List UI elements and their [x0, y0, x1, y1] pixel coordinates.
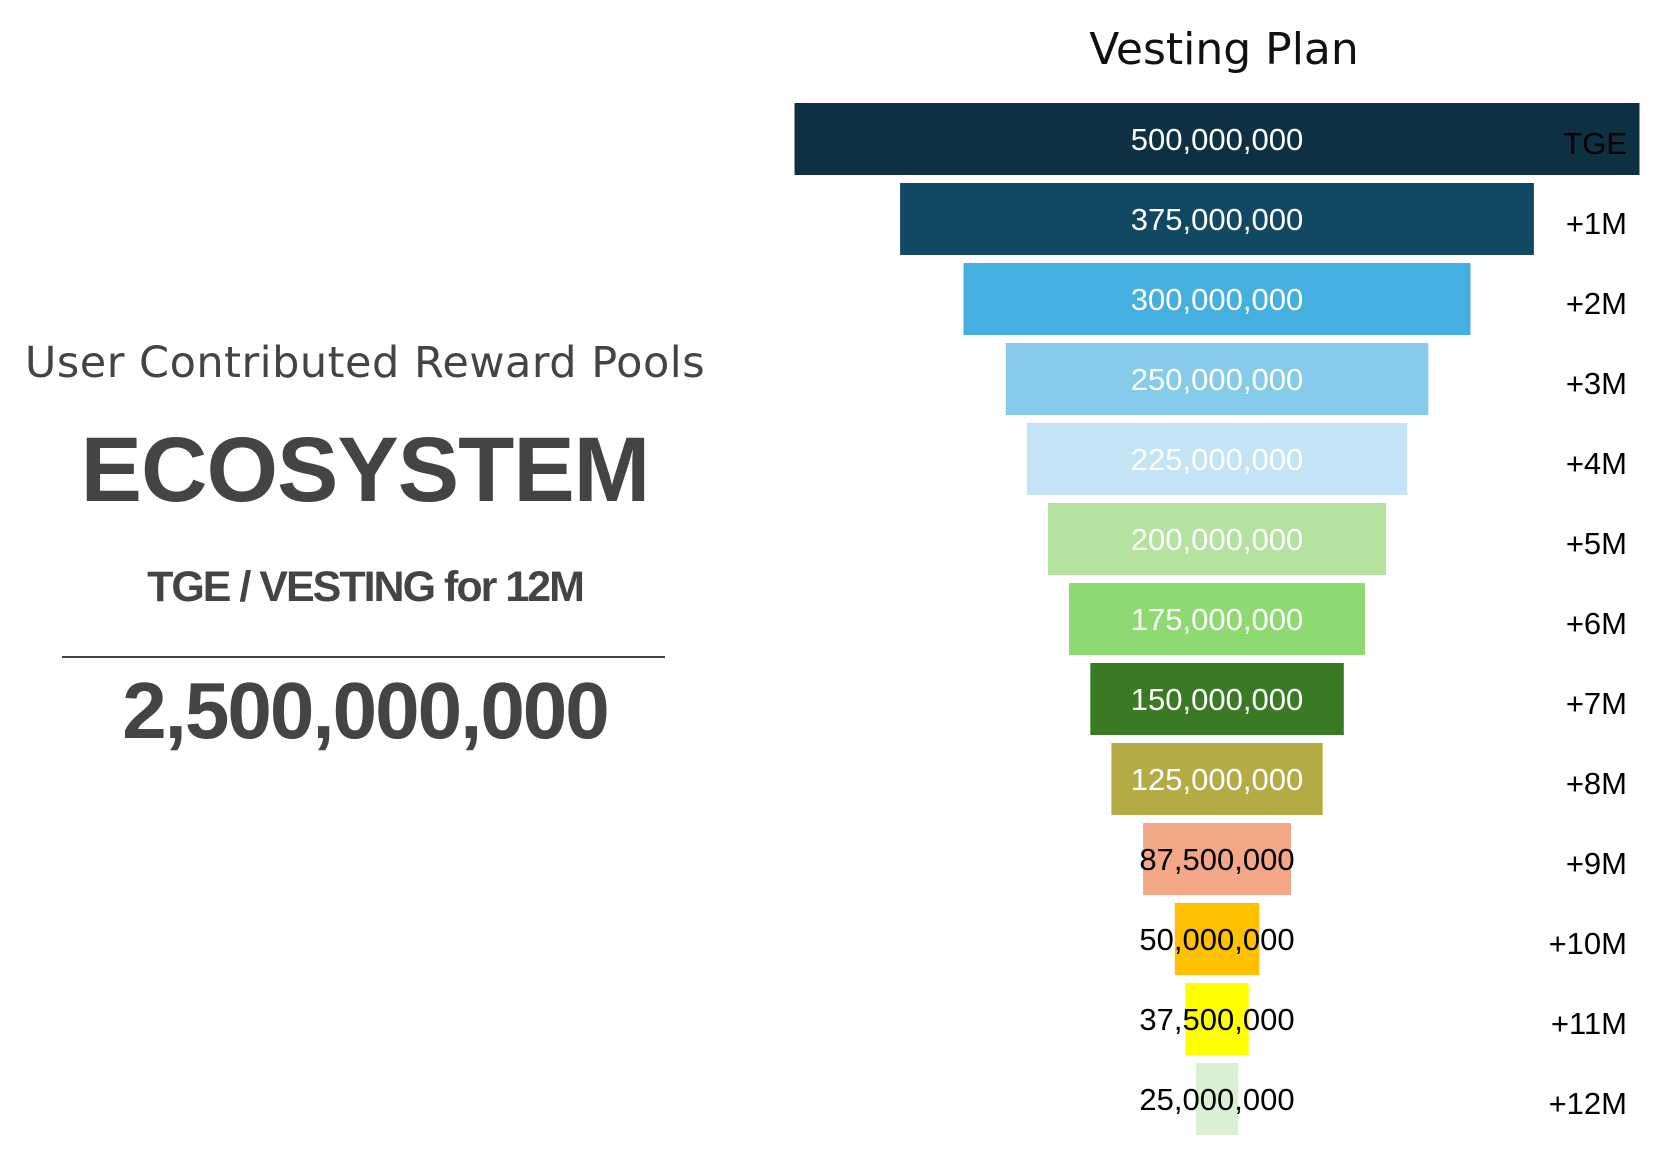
period-labels: TGE +1M +2M +3M +4M +5M +6M +7M +8M +9M +10M +11M +1… [1549, 126, 1627, 1121]
funnel-bars [794, 103, 1640, 1135]
ecosystem-headline: ECOSYSTEM [80, 419, 651, 521]
period-label-plus-10m: +10M [1549, 926, 1627, 961]
period-label-plus-5m: +5M [1566, 526, 1627, 561]
funnel-bar-plus-10m [1174, 903, 1260, 975]
chart-title: Vesting Plan [1089, 24, 1359, 75]
funnel-bar-plus-4m [1026, 423, 1408, 495]
period-label-plus-1m: +1M [1566, 206, 1627, 241]
funnel-bar-plus-9m [1143, 823, 1291, 895]
value-labels: 500,000,000 375,000,000 300,000,000 250,000… [1131, 122, 1303, 1117]
pool-label: User Contributed Reward Pools [24, 338, 706, 388]
value-label-plus-5m: 200,000,000 [1131, 522, 1303, 557]
funnel-bar-plus-5m [1048, 503, 1386, 575]
funnel-bar-plus-7m [1090, 663, 1344, 735]
value-label-plus-6m: 175,000,000 [1131, 602, 1303, 637]
value-label-plus-12m: 25,000,000 [1139, 1082, 1294, 1117]
divider-line [62, 656, 665, 658]
value-label-plus-4m: 225,000,000 [1131, 442, 1303, 477]
value-label-plus-11m: 37,500,000 [1139, 1002, 1294, 1037]
period-label-plus-2m: +2M [1566, 286, 1627, 321]
value-label-plus-1m: 375,000,000 [1131, 202, 1303, 237]
funnel-bar-plus-6m [1069, 583, 1365, 655]
value-label-plus-7m: 150,000,000 [1131, 682, 1303, 717]
period-label-tge: TGE [1563, 126, 1627, 161]
funnel-bar-plus-12m [1195, 1063, 1239, 1135]
period-label-plus-9m: +9M [1566, 846, 1627, 881]
period-label-plus-7m: +7M [1566, 686, 1627, 721]
period-label-plus-4m: +4M [1566, 446, 1627, 481]
funnel-bar-plus-1m [900, 183, 1534, 255]
value-label-plus-9m: 87,500,000 [1139, 842, 1294, 877]
value-label-plus-2m: 300,000,000 [1131, 282, 1303, 317]
funnel-bar-tge [794, 103, 1640, 175]
period-label-plus-12m: +12M [1549, 1086, 1627, 1121]
value-label-plus-10m: 50,000,000 [1139, 922, 1294, 957]
vesting-subtitle: TGE / VESTING for 12M [147, 563, 585, 611]
value-label-tge: 500,000,000 [1131, 122, 1303, 157]
value-label-plus-3m: 250,000,000 [1131, 362, 1303, 397]
funnel-bar-plus-3m [1005, 343, 1429, 415]
period-label-plus-3m: +3M [1566, 366, 1627, 401]
funnel-bar-plus-2m [963, 263, 1471, 335]
ecosystem-summary-panel: User Contributed Reward Pools ECOSYSTEM … [0, 0, 730, 1168]
funnel-bar-plus-8m [1111, 743, 1323, 815]
funnel-bar-plus-11m [1185, 983, 1249, 1055]
value-label-plus-8m: 125,000,000 [1131, 762, 1303, 797]
period-label-plus-11m: +11M [1551, 1006, 1627, 1041]
total-amount: 2,500,000,000 [122, 666, 610, 755]
period-label-plus-6m: +6M [1566, 606, 1627, 641]
period-label-plus-8m: +8M [1566, 766, 1627, 801]
